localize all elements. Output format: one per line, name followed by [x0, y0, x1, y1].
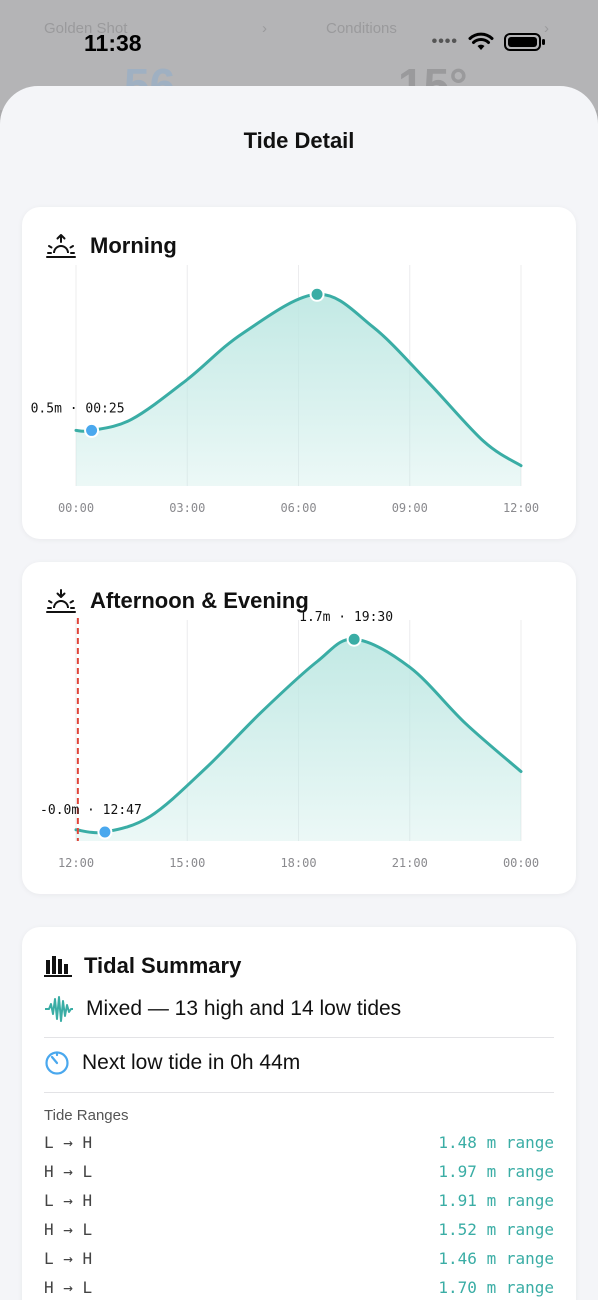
morning-x-tick-label: 09:00: [392, 501, 428, 515]
tide-ranges-label: Tide Ranges: [44, 1107, 129, 1124]
tide-range-direction: L → H: [44, 1249, 93, 1268]
afternoon-tide-area: [76, 639, 521, 841]
tide-detail-sheet: Tide Detail Morning 00:00 03:00 06:00 09:00…: [0, 86, 598, 1300]
tide-range-direction: H → L: [44, 1162, 93, 1181]
afternoon-card: Afternoon & Evening 12:00 15:00 18:00 21:00…: [22, 562, 576, 894]
status-time: 11:38: [84, 30, 142, 56]
wifi-icon: [468, 32, 494, 50]
morning-tide-chart: 00:00 03:00 06:00 09:00 12:00 0.5m · 00:25: [31, 265, 539, 515]
next-low-tide-text: Next low tide in 0h 44m: [82, 1051, 301, 1074]
status-bar: 11:38 ••••: [0, 0, 598, 88]
tidal-summary-card: Tidal Summary Mixed — 13 high and 14 low…: [22, 927, 576, 1300]
tide-range-row: L → H 1.48 m range: [44, 1133, 554, 1157]
tide-range-direction: H → L: [44, 1220, 93, 1239]
sunset-icon: [46, 589, 76, 613]
morning-low-tide-label: 0.5m · 00:25: [31, 401, 125, 416]
sunrise-icon: [46, 234, 76, 258]
morning-card: Morning 00:00 03:00 06:00 09:00 12:00 0.5m · …: [22, 207, 576, 539]
morning-tide-line: [74, 292, 523, 468]
sheet-title: Tide Detail: [243, 128, 355, 153]
tide-type-text: Mixed — 13 high and 14 low tides: [86, 997, 402, 1020]
tide-range-value: 1.46 m range: [438, 1249, 554, 1268]
morning-x-tick-label: 06:00: [280, 501, 316, 515]
afternoon-x-tick-label: 00:00: [503, 856, 539, 870]
tide-range-direction: L → H: [44, 1133, 93, 1152]
afternoon-x-tick-label: 15:00: [169, 856, 205, 870]
tide-range-value: 1.91 m range: [438, 1191, 554, 1210]
waveform-icon: [45, 996, 73, 1022]
next-low-tide-row: Next low tide in 0h 44m: [44, 1050, 300, 1076]
afternoon-x-tick-label: 12:00: [58, 856, 94, 870]
afternoon-high-tide-label: 1.7m · 19:30: [299, 610, 393, 625]
tide-range-row: H → L 1.97 m range: [44, 1162, 554, 1186]
tide-range-direction: H → L: [44, 1278, 93, 1297]
bar-chart-icon: [44, 956, 72, 977]
battery-icon: [504, 33, 545, 51]
afternoon-tide-line: [74, 637, 523, 835]
afternoon-low-tide-label: -0.0m · 12:47: [40, 803, 142, 818]
signal-icon: ••••: [431, 33, 458, 50]
tide-range-value: 1.48 m range: [438, 1133, 554, 1152]
morning-high-tide-marker: [309, 286, 325, 302]
timer-icon: [45, 1051, 69, 1075]
morning-low-tide-marker: [84, 422, 100, 438]
divider: [44, 1037, 554, 1038]
background-left-label: Golden Shot: [44, 20, 128, 37]
tide-range-row: H → L 1.52 m range: [44, 1220, 554, 1244]
afternoon-title: Afternoon & Evening: [90, 588, 309, 613]
morning-tide-area: [76, 294, 521, 486]
morning-x-tick-label: 03:00: [169, 501, 205, 515]
tide-type-row: Mixed — 13 high and 14 low tides: [44, 995, 401, 1023]
divider: [44, 1092, 554, 1093]
afternoon-x-tick-label: 18:00: [280, 856, 316, 870]
morning-title: Morning: [90, 233, 177, 258]
tide-range-value: 1.52 m range: [438, 1220, 554, 1239]
summary-title: Tidal Summary: [84, 953, 242, 978]
afternoon-high-tide-marker: [346, 631, 362, 647]
afternoon-x-tick-label: 21:00: [392, 856, 428, 870]
tide-range-direction: L → H: [44, 1191, 93, 1210]
chevron-right-icon: ›: [262, 20, 267, 37]
afternoon-tide-chart: 12:00 15:00 18:00 21:00 00:00 -0.0m · 12:47 1.…: [40, 610, 539, 870]
afternoon-low-tide-marker: [97, 824, 113, 840]
tide-range-value: 1.97 m range: [438, 1162, 554, 1181]
morning-x-tick-label: 12:00: [503, 501, 539, 515]
tide-range-row: H → L 1.70 m range: [44, 1278, 554, 1300]
tide-range-value: 1.70 m range: [438, 1278, 554, 1297]
chevron-right-icon: ›: [544, 20, 549, 37]
background-right-label: Conditions: [326, 20, 397, 37]
morning-x-tick-label: 00:00: [58, 501, 94, 515]
tide-range-row: L → H 1.91 m range: [44, 1191, 554, 1215]
tide-range-row: L → H 1.46 m range: [44, 1249, 554, 1273]
